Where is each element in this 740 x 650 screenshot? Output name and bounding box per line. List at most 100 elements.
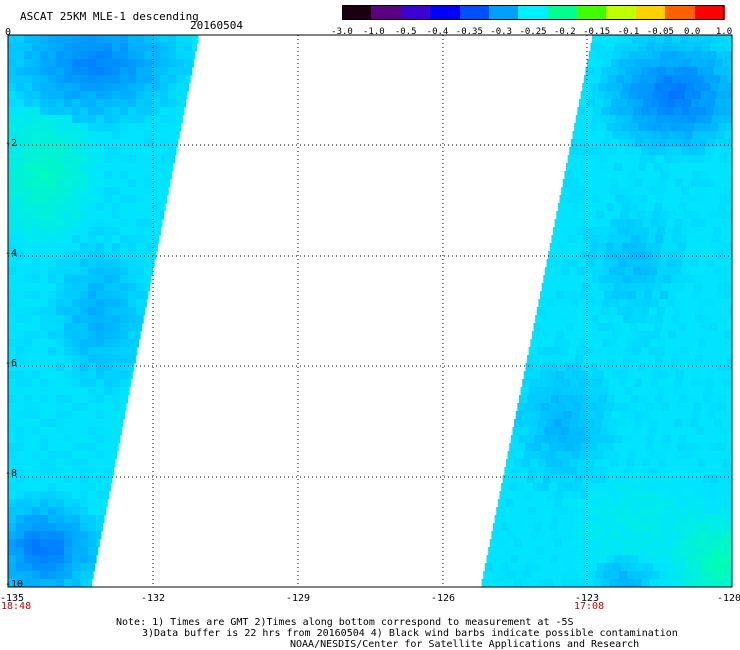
swath-cell [80, 251, 89, 260]
swath-cell [706, 219, 716, 228]
swath-cell [128, 147, 137, 156]
swath-cell [623, 155, 633, 164]
swath-cell [88, 67, 97, 76]
swath-cell [72, 347, 81, 356]
swath-cell [703, 235, 712, 244]
swath-cell [152, 67, 161, 76]
swath-cell [104, 467, 113, 476]
swath-cell [714, 299, 723, 308]
swath-cell [88, 363, 97, 372]
swath-cell [144, 155, 153, 164]
swath-cell [662, 435, 672, 444]
swath-cell [729, 227, 733, 236]
swath-cell [681, 147, 690, 156]
swath-cell [591, 75, 601, 84]
swath-cell [616, 547, 625, 556]
swath-cell [728, 267, 733, 276]
swath-cell [40, 371, 49, 380]
swath-cell [24, 459, 33, 468]
swath-cell [88, 35, 97, 44]
swath-cell [128, 163, 137, 172]
swath-cell [579, 531, 588, 540]
swath-cell [88, 211, 97, 220]
swath-cell [722, 299, 731, 308]
swath-cell [626, 139, 636, 148]
swath-cell [80, 275, 89, 284]
swath-cell [72, 307, 81, 316]
swath-cell [704, 467, 713, 476]
swath-cell [72, 459, 81, 468]
swath-cell [40, 475, 49, 484]
swath-cell [559, 315, 568, 324]
swath-cell [679, 195, 689, 204]
swath-cell [590, 83, 599, 92]
swath-cell [24, 291, 33, 300]
swath-cell [533, 443, 542, 452]
swath-cell [168, 131, 177, 140]
swath-cell [712, 467, 721, 476]
swath-cell [88, 43, 97, 52]
swath-cell [104, 323, 113, 332]
swath-cell [551, 355, 560, 364]
swath-cell [32, 475, 41, 484]
swath-cell [48, 491, 57, 500]
swath-cell [609, 579, 619, 588]
swath-cell [596, 171, 605, 180]
swath-cell [594, 259, 604, 268]
swath-cell [120, 227, 129, 236]
swath-cell [665, 539, 675, 548]
swath-cell [120, 267, 129, 276]
swath-cell [136, 163, 145, 172]
swath-cell [590, 43, 599, 52]
swath-cell [557, 483, 566, 492]
swath-cell [513, 579, 523, 588]
swath-cell [24, 475, 33, 484]
swath-cell [128, 203, 137, 212]
swath-cell [699, 451, 709, 460]
swath-cell [703, 275, 712, 284]
swath-cell [573, 243, 583, 252]
swath-cell [689, 459, 699, 468]
swath-cell [48, 187, 57, 196]
swath-cell [56, 171, 65, 180]
swath-cell [655, 315, 664, 324]
swath-cell [621, 363, 630, 372]
swath-cell [104, 115, 113, 124]
swath-cell [160, 43, 169, 52]
swath-cell [128, 91, 137, 100]
swath-cell [40, 515, 49, 524]
swath-cell [624, 387, 634, 396]
swath-cell [721, 227, 730, 236]
swath-cell [32, 51, 41, 60]
swath-cell [72, 259, 81, 268]
swath-cell [560, 347, 570, 356]
swath-cell [40, 491, 49, 500]
swath-cell [16, 259, 25, 268]
swath-cell [673, 227, 682, 236]
swath-cell [168, 179, 171, 188]
swath-cell [653, 403, 662, 412]
swath-cell [120, 107, 129, 116]
swath-cell [654, 123, 663, 132]
swath-cell [144, 99, 153, 108]
swath-cell [40, 555, 49, 564]
lat-label-8: -8 [5, 468, 18, 479]
swath-cell [570, 379, 579, 388]
swath-cell [560, 467, 569, 476]
swath-cell [16, 531, 25, 540]
swath-cell [56, 507, 65, 516]
swath-cell [56, 147, 65, 156]
swath-cell [586, 139, 596, 148]
swath-cell [184, 99, 186, 108]
swath-cell [104, 171, 113, 180]
swath-cell [727, 315, 733, 324]
swath-cell [32, 419, 41, 428]
swath-cell [596, 211, 605, 220]
swath-cell [641, 579, 651, 588]
swath-cell [723, 59, 732, 68]
swath-cell [16, 571, 25, 580]
swath-cell [8, 291, 17, 300]
swath-cell [648, 467, 657, 476]
swath-cell [664, 467, 673, 476]
swath-cell [40, 435, 49, 444]
